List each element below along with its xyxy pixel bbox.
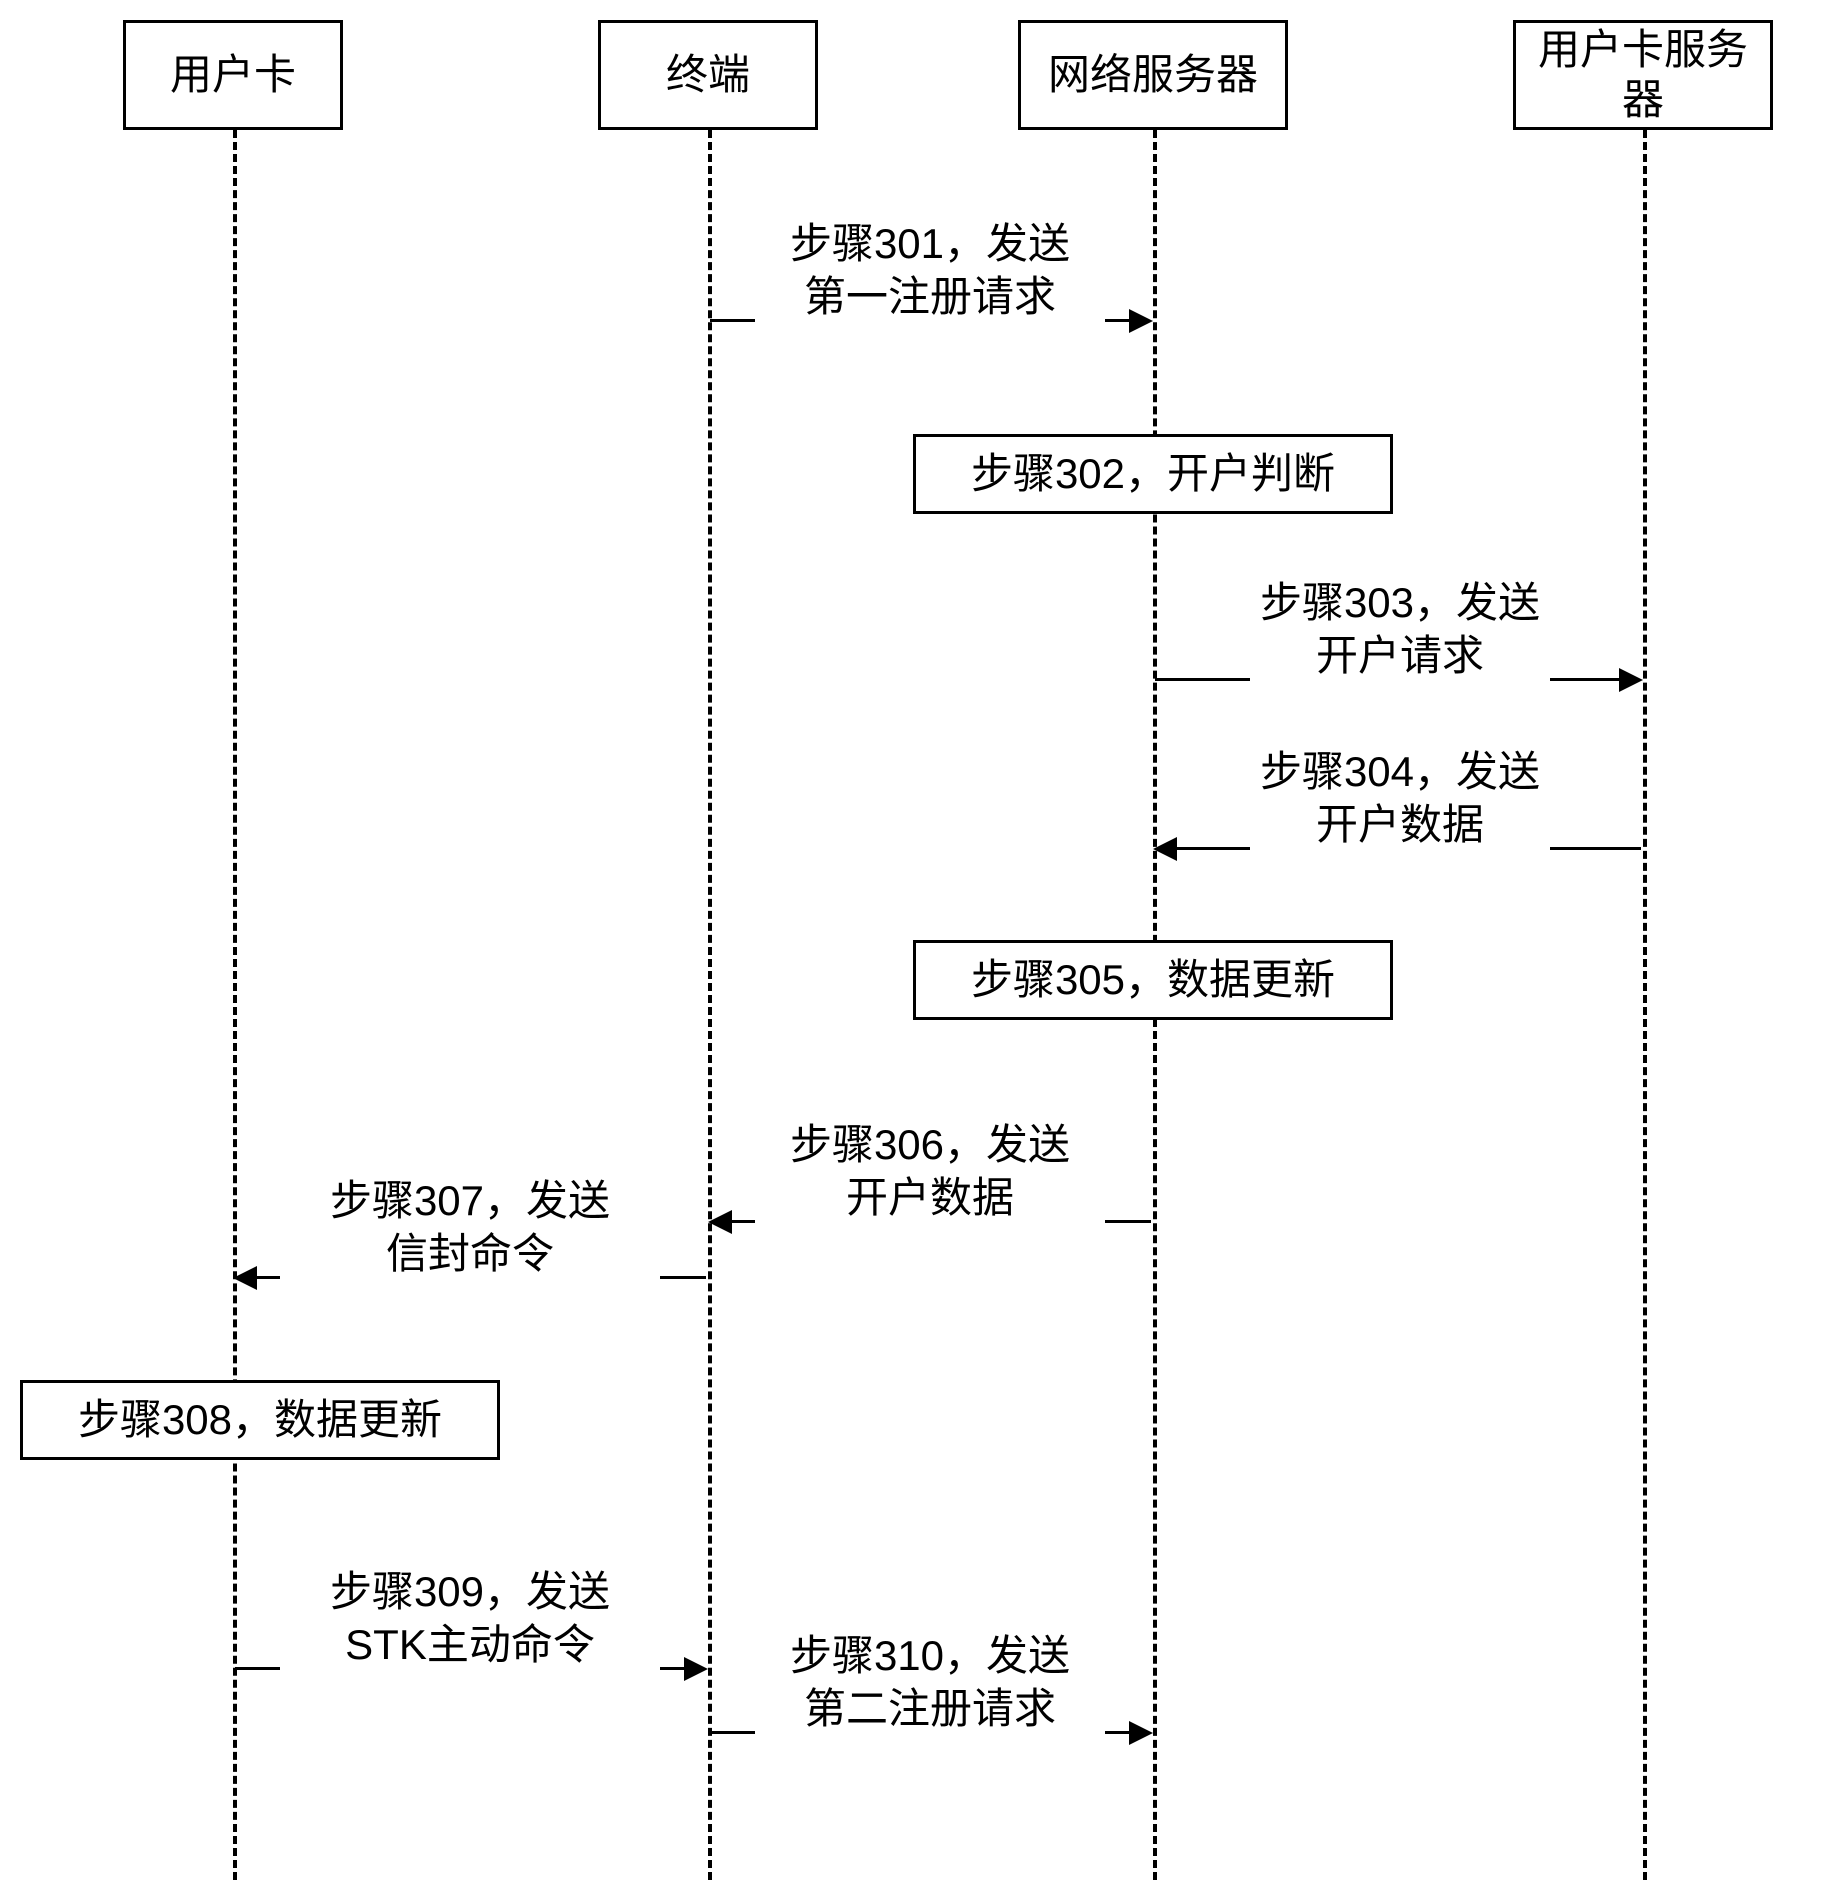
step-label: 步骤308，数据更新 <box>78 1395 442 1445</box>
participant-label: 用户卡 <box>170 50 296 100</box>
lifeline-user-card-server <box>1643 130 1647 1880</box>
msg-303-label: 步骤303，发送开户请求 <box>1250 577 1550 682</box>
msg-301-label: 步骤301，发送第一注册请求 <box>755 218 1105 323</box>
msg-303-arrowhead-icon <box>1619 668 1643 692</box>
participant-terminal: 终端 <box>598 20 818 130</box>
participant-user-card: 用户卡 <box>123 20 343 130</box>
msg-310-label: 步骤310，发送第二注册请求 <box>755 1630 1105 1735</box>
msg-309-arrowhead-icon <box>684 1657 708 1681</box>
msg-307-arrowhead-icon <box>233 1266 257 1290</box>
lifeline-terminal <box>708 130 712 1880</box>
participant-label: 用户卡服务器 <box>1538 25 1748 126</box>
msg-301-arrowhead-icon <box>1129 309 1153 333</box>
lifeline-user-card <box>233 130 237 1880</box>
participant-network-server: 网络服务器 <box>1018 20 1288 130</box>
step-308-box: 步骤308，数据更新 <box>20 1380 500 1460</box>
step-label: 步骤302，开户判断 <box>971 449 1335 499</box>
msg-307-label: 步骤307，发送信封命令 <box>280 1175 660 1280</box>
msg-309-label: 步骤309，发送STK主动命令 <box>280 1566 660 1671</box>
step-label: 步骤305，数据更新 <box>971 955 1335 1005</box>
msg-304-label: 步骤304，发送开户数据 <box>1250 746 1550 851</box>
step-302-box: 步骤302，开户判断 <box>913 434 1393 514</box>
participant-label: 网络服务器 <box>1048 50 1258 100</box>
participant-user-card-server: 用户卡服务器 <box>1513 20 1773 130</box>
participant-label: 终端 <box>666 50 750 100</box>
msg-306-label: 步骤306，发送开户数据 <box>755 1119 1105 1224</box>
msg-306-arrowhead-icon <box>708 1210 732 1234</box>
msg-304-arrowhead-icon <box>1153 837 1177 861</box>
step-305-box: 步骤305，数据更新 <box>913 940 1393 1020</box>
msg-310-arrowhead-icon <box>1129 1721 1153 1745</box>
